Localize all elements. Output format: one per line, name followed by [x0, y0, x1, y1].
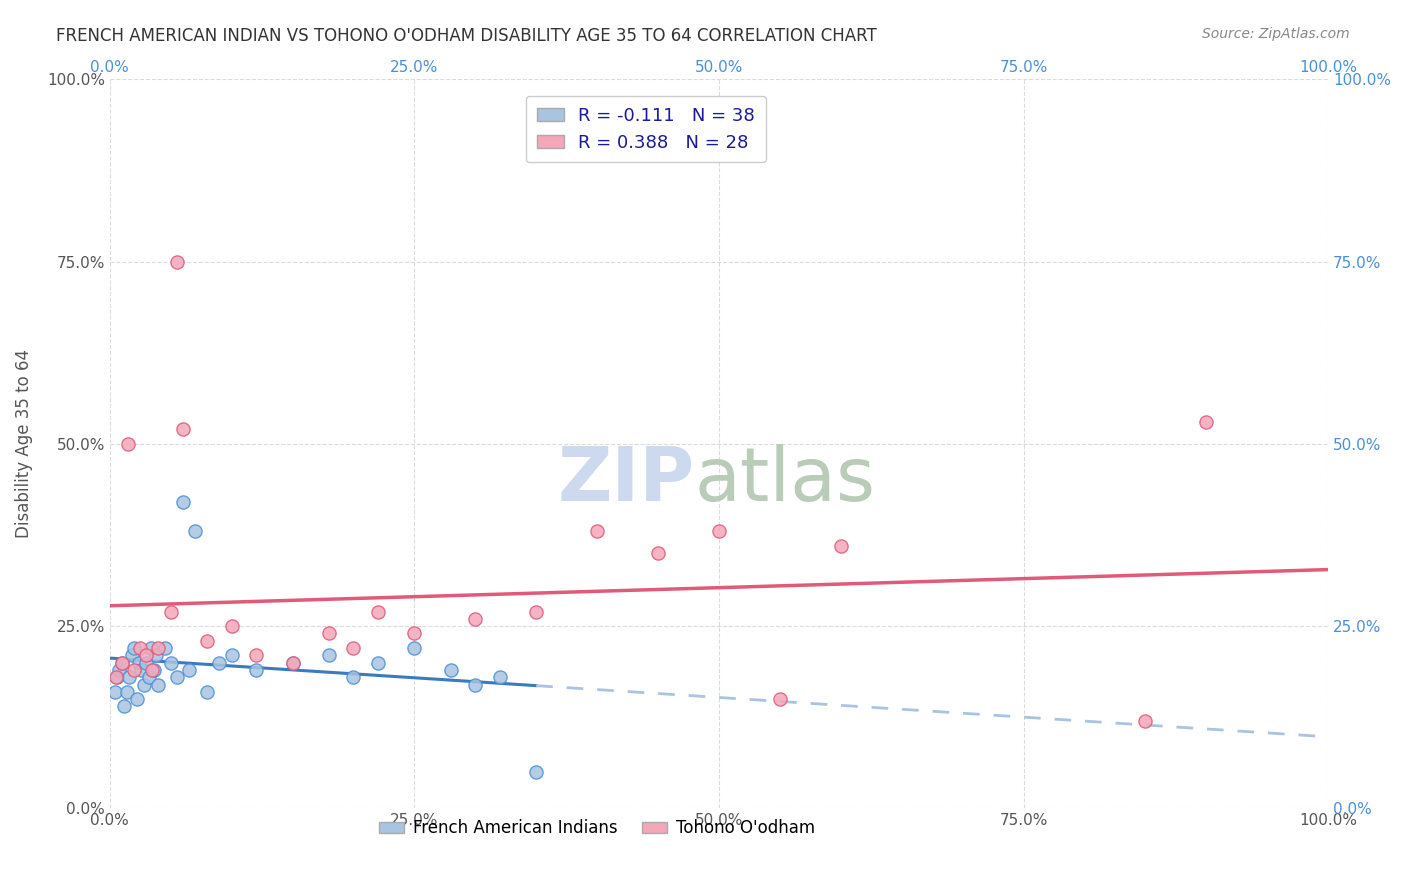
Point — [208, 656, 231, 670]
Point — [245, 648, 267, 663]
Point — [488, 670, 510, 684]
Point — [177, 663, 200, 677]
Point — [159, 605, 181, 619]
Point — [707, 524, 730, 539]
Point — [221, 619, 243, 633]
Point — [221, 648, 243, 663]
Point — [108, 663, 131, 677]
Point — [184, 524, 207, 539]
Point — [125, 692, 148, 706]
Point — [769, 692, 792, 706]
Point — [122, 641, 145, 656]
Point — [195, 685, 218, 699]
Point — [135, 656, 157, 670]
Legend: French American Indians, Tohono O'odham: French American Indians, Tohono O'odham — [373, 813, 821, 844]
Point — [129, 641, 152, 656]
Point — [145, 648, 167, 663]
Point — [367, 656, 389, 670]
Point — [141, 641, 163, 656]
Point — [647, 546, 669, 560]
Point — [172, 495, 194, 509]
Point — [1195, 415, 1218, 429]
Point — [121, 648, 143, 663]
Point — [122, 663, 145, 677]
Point — [117, 437, 139, 451]
Point — [118, 670, 141, 684]
Point — [342, 641, 364, 656]
Point — [464, 612, 486, 626]
Text: atlas: atlas — [695, 444, 876, 516]
Point — [172, 422, 194, 436]
Point — [524, 764, 547, 779]
Point — [318, 648, 340, 663]
Y-axis label: Disability Age 35 to 64: Disability Age 35 to 64 — [15, 350, 32, 539]
Point — [318, 626, 340, 640]
Point — [342, 670, 364, 684]
Point — [128, 656, 150, 670]
Point — [524, 605, 547, 619]
Text: Source: ZipAtlas.com: Source: ZipAtlas.com — [1202, 27, 1350, 41]
Point — [830, 539, 852, 553]
Point — [132, 677, 155, 691]
Point — [586, 524, 609, 539]
Point — [404, 641, 426, 656]
Point — [111, 656, 134, 670]
Point — [245, 663, 267, 677]
Text: ZIP: ZIP — [557, 444, 695, 516]
Point — [112, 699, 135, 714]
Point — [138, 670, 160, 684]
Text: FRENCH AMERICAN INDIAN VS TOHONO O'ODHAM DISABILITY AGE 35 TO 64 CORRELATION CHA: FRENCH AMERICAN INDIAN VS TOHONO O'ODHAM… — [56, 27, 877, 45]
Point — [404, 626, 426, 640]
Point — [135, 648, 157, 663]
Point — [148, 677, 170, 691]
Point — [131, 663, 153, 677]
Point — [105, 670, 128, 684]
Point — [111, 656, 134, 670]
Point — [367, 605, 389, 619]
Point — [141, 663, 163, 677]
Point — [159, 656, 181, 670]
Point — [281, 656, 304, 670]
Point — [281, 656, 304, 670]
Point — [104, 685, 127, 699]
Point — [195, 633, 218, 648]
Point — [148, 641, 170, 656]
Point — [142, 663, 165, 677]
Point — [440, 663, 463, 677]
Point — [166, 670, 188, 684]
Point — [1135, 714, 1157, 728]
Point — [464, 677, 486, 691]
Point — [153, 641, 176, 656]
Point — [104, 670, 127, 684]
Point — [166, 254, 188, 268]
Point — [115, 685, 138, 699]
